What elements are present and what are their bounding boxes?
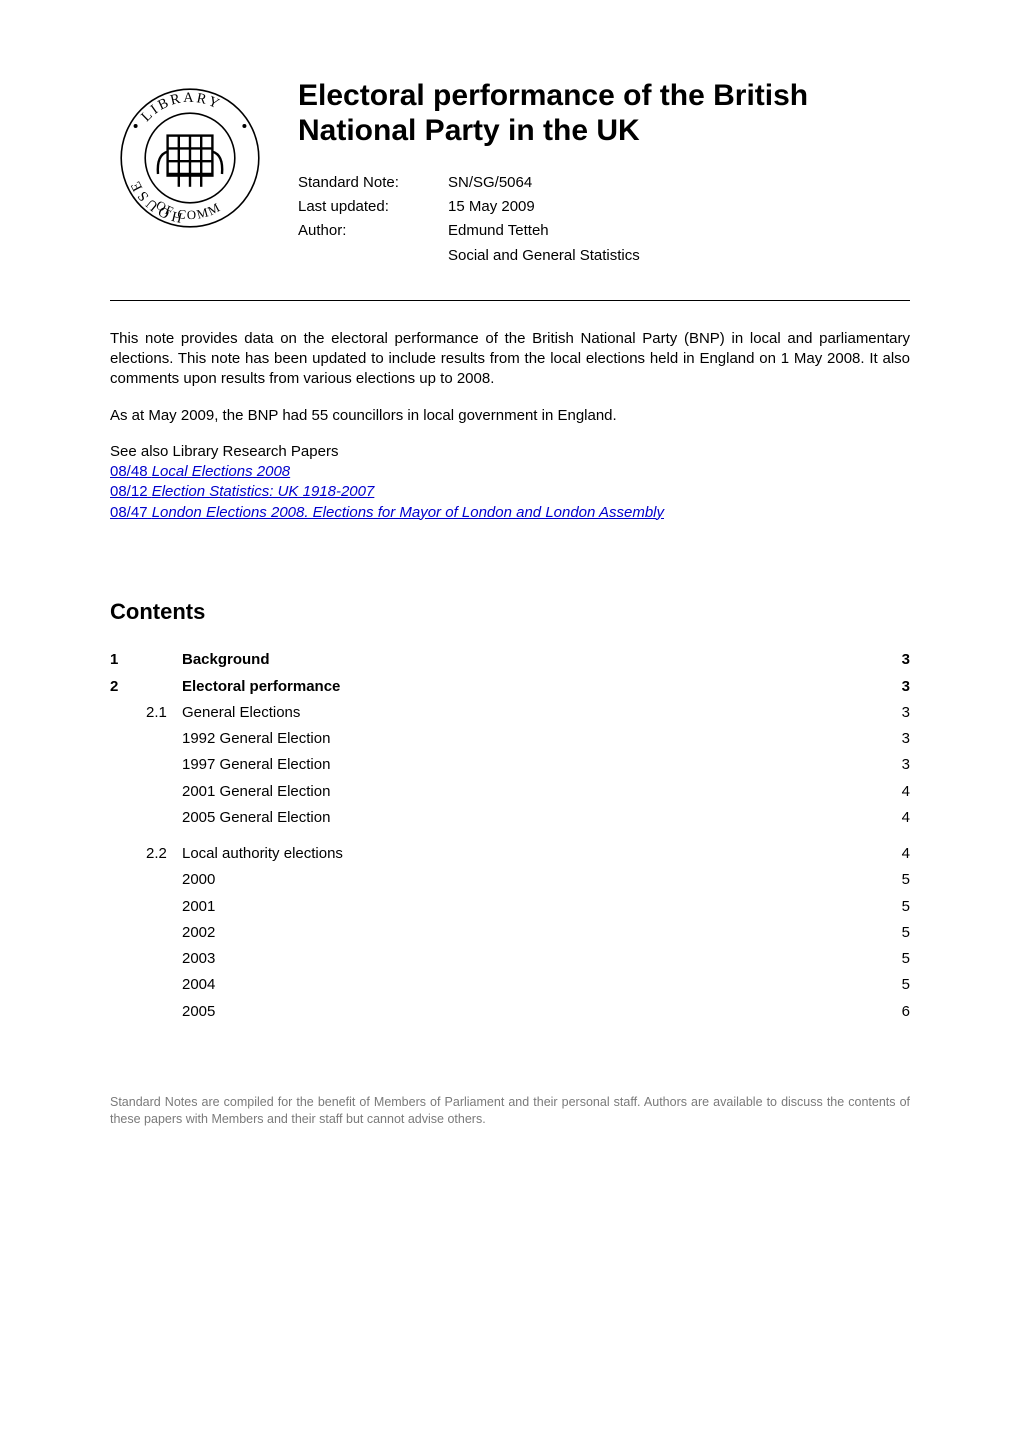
toc-page: 3 bbox=[882, 650, 910, 670]
toc-number: 2 bbox=[110, 677, 146, 697]
toc-label: 2002 bbox=[182, 923, 882, 943]
toc-label: 2000 bbox=[182, 870, 882, 890]
toc-page: 5 bbox=[882, 923, 910, 943]
ref-link-3[interactable]: 08/47 London Elections 2008. Elections f… bbox=[110, 504, 664, 521]
toc-page: 6 bbox=[882, 1002, 910, 1022]
toc-row: 2005 General Election4 bbox=[110, 808, 910, 828]
svg-text:LIBRARY: LIBRARY bbox=[138, 90, 223, 125]
toc-label: 2004 bbox=[182, 975, 882, 995]
ref-link-2[interactable]: 08/12 Election Statistics: UK 1918-2007 bbox=[110, 483, 374, 500]
author-value: Edmund Tetteh bbox=[448, 219, 640, 243]
author-label: Author: bbox=[298, 219, 448, 243]
toc-page: 5 bbox=[882, 975, 910, 995]
ref-code: 08/47 bbox=[110, 504, 148, 521]
toc-row: 20015 bbox=[110, 897, 910, 917]
toc-row: 2001 General Election4 bbox=[110, 782, 910, 802]
standard-note-label: Standard Note: bbox=[298, 171, 448, 195]
toc-row: 1997 General Election3 bbox=[110, 755, 910, 775]
toc-label: 2005 General Election bbox=[182, 808, 882, 828]
section-value: Social and General Statistics bbox=[448, 244, 640, 268]
crest-icon: LIBRARY HOUSE OF COMMONS bbox=[110, 78, 270, 238]
crest-text-top: LIBRARY bbox=[138, 90, 223, 125]
ref-title: London Elections 2008. Elections for May… bbox=[152, 504, 664, 521]
toc-row: 20035 bbox=[110, 949, 910, 969]
ref-item: 08/47 London Elections 2008. Elections f… bbox=[110, 503, 910, 523]
toc-page: 3 bbox=[882, 729, 910, 749]
last-updated-label: Last updated: bbox=[298, 195, 448, 219]
toc-page: 4 bbox=[882, 844, 910, 864]
toc-row: 20025 bbox=[110, 923, 910, 943]
toc-label: 1992 General Election bbox=[182, 729, 882, 749]
toc-label: 2001 bbox=[182, 897, 882, 917]
ref-item: 08/12 Election Statistics: UK 1918-2007 bbox=[110, 482, 910, 502]
toc-row: 20056 bbox=[110, 1002, 910, 1022]
toc-page: 3 bbox=[882, 755, 910, 775]
toc-row: 2.2Local authority elections4 bbox=[110, 844, 910, 864]
toc-row: 1992 General Election3 bbox=[110, 729, 910, 749]
toc-subnumber: 2.1 bbox=[146, 703, 182, 723]
paragraph-1: This note provides data on the electoral… bbox=[110, 329, 910, 390]
toc-label: Background bbox=[182, 650, 882, 670]
toc-page: 4 bbox=[882, 782, 910, 802]
toc-row: 2.1General Elections3 bbox=[110, 703, 910, 723]
toc-row: 1 Background3 bbox=[110, 650, 910, 670]
toc-row: 20005 bbox=[110, 870, 910, 890]
toc-row: 20045 bbox=[110, 975, 910, 995]
header: LIBRARY HOUSE OF COMMONS Electoral perfo… bbox=[110, 78, 910, 268]
ref-code: 08/48 bbox=[110, 463, 148, 480]
toc-label: 2001 General Election bbox=[182, 782, 882, 802]
see-also-block: See also Library Research Papers 08/48 L… bbox=[110, 442, 910, 523]
toc-label: General Elections bbox=[182, 703, 882, 723]
toc-row: 2 Electoral performance3 bbox=[110, 677, 910, 697]
divider bbox=[110, 300, 910, 301]
ref-item: 08/48 Local Elections 2008 bbox=[110, 462, 910, 482]
toc-label: Local authority elections bbox=[182, 844, 882, 864]
toc-subnumber: 2.2 bbox=[146, 844, 182, 864]
table-of-contents: 1Background32Electoral performance32.1Ge… bbox=[110, 650, 910, 1022]
ref-code: 08/12 bbox=[110, 483, 148, 500]
toc-label: 2003 bbox=[182, 949, 882, 969]
paragraph-2: As at May 2009, the BNP had 55 councillo… bbox=[110, 406, 910, 426]
standard-note-value: SN/SG/5064 bbox=[448, 171, 640, 195]
meta-table: Standard Note: SN/SG/5064 Last updated: … bbox=[298, 171, 640, 268]
toc-page: 5 bbox=[882, 949, 910, 969]
toc-label: Electoral performance bbox=[182, 677, 882, 697]
library-crest: LIBRARY HOUSE OF COMMONS bbox=[110, 78, 270, 238]
ref-link-1[interactable]: 08/48 Local Elections 2008 bbox=[110, 463, 290, 480]
toc-page: 4 bbox=[882, 808, 910, 828]
see-also-intro: See also Library Research Papers bbox=[110, 442, 910, 462]
toc-number: 1 bbox=[110, 650, 146, 670]
toc-page: 5 bbox=[882, 870, 910, 890]
toc-page: 3 bbox=[882, 703, 910, 723]
body-text: This note provides data on the electoral… bbox=[110, 329, 910, 523]
toc-page: 3 bbox=[882, 677, 910, 697]
footer-note: Standard Notes are compiled for the bene… bbox=[110, 1094, 910, 1128]
toc-label: 1997 General Election bbox=[182, 755, 882, 775]
ref-title: Local Elections 2008 bbox=[152, 463, 290, 480]
last-updated-value: 15 May 2009 bbox=[448, 195, 640, 219]
ref-title: Election Statistics: UK 1918-2007 bbox=[152, 483, 375, 500]
document-title: Electoral performance of the British Nat… bbox=[298, 78, 910, 149]
toc-label: 2005 bbox=[182, 1002, 882, 1022]
toc-page: 5 bbox=[882, 897, 910, 917]
contents-heading: Contents bbox=[110, 597, 910, 627]
title-block: Electoral performance of the British Nat… bbox=[298, 78, 910, 268]
